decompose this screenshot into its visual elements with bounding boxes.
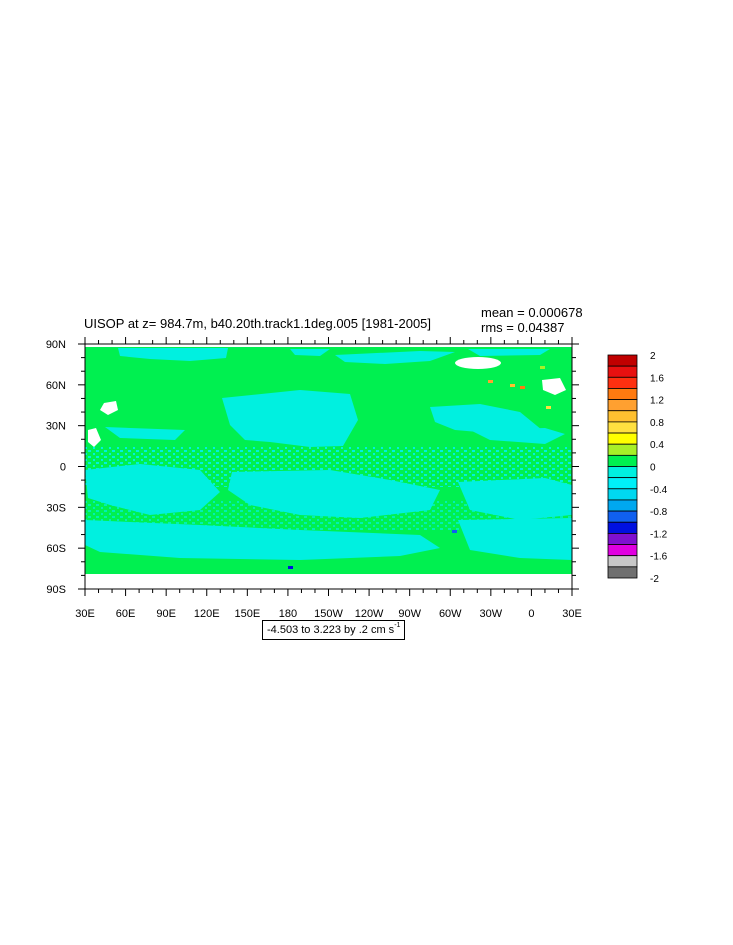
y-tick-label: 0 <box>60 462 66 474</box>
x-tick-label: 180 <box>279 608 297 620</box>
colorbar-swatch <box>607 421 638 434</box>
colorbar-swatch <box>607 354 638 367</box>
colorbar-swatch <box>607 466 638 479</box>
negative-region-0 <box>118 348 228 361</box>
colorbar-swatch <box>607 510 638 523</box>
colorbar-swatch <box>607 488 638 501</box>
colorbar-label: 1.2 <box>650 396 664 407</box>
colorbar-swatch <box>607 555 638 568</box>
colorbar: 2 1.6 1.2 0.8 0.4 0 -0.4 -0.8 -1.2 -1.6 -2 <box>607 351 668 585</box>
colorbar-swatch <box>607 376 638 389</box>
negative-region-6 <box>105 427 185 440</box>
colorbar-swatch <box>607 566 638 579</box>
colorbar-swatch <box>607 443 638 456</box>
colorbar-swatch <box>607 410 638 423</box>
map-field <box>85 344 572 589</box>
colorbar-label: 1.6 <box>650 373 664 384</box>
speckle-band-south <box>85 500 572 530</box>
x-tick-label: 30E <box>562 608 582 620</box>
colorbar-label: -2 <box>650 574 659 585</box>
x-tick-label: 120W <box>355 608 384 620</box>
colorbar-label: -1.2 <box>650 529 668 540</box>
colorbar-swatch <box>607 499 638 512</box>
extreme-spot-5 <box>452 530 457 533</box>
mean-stat: mean = 0.000678 <box>481 305 583 320</box>
colorbar-swatch <box>607 388 638 401</box>
contour-range-text: -4.503 to 3.223 by .2 cm s <box>267 624 395 636</box>
mask-patch-west-2 <box>88 428 101 447</box>
extreme-spot-4 <box>546 406 551 409</box>
x-tick-label: 60W <box>439 608 462 620</box>
axis-ticks: 30E 60E 90E 120E 150E 180 150W 120W 90W 60W 30W 0 30… <box>46 337 582 620</box>
colorbar-label: 0 <box>650 463 656 474</box>
colorbar-swatch <box>607 432 638 445</box>
x-tick-label: 150W <box>314 608 343 620</box>
mask-patch-east <box>542 378 566 395</box>
colorbar-swatch <box>607 533 638 545</box>
y-tick-label: 30N <box>46 421 66 433</box>
extreme-spot-0 <box>488 380 493 383</box>
rms-stat: rms = 0.04387 <box>481 320 565 335</box>
colorbar-label: -0.4 <box>650 485 668 496</box>
unit-exponent: -1 <box>394 622 401 629</box>
plot-title: UISOP at z= 984.7m, b40.20th.track1.1deg… <box>84 316 432 331</box>
speckle-band <box>85 447 572 487</box>
x-tick-label: 90W <box>398 608 421 620</box>
colorbar-swatch <box>607 399 638 412</box>
y-tick-label: 60N <box>46 380 66 392</box>
colorbar-swatch <box>607 544 638 557</box>
colorbar-swatch <box>607 454 638 467</box>
x-tick-label: 30E <box>75 608 95 620</box>
colorbar-swatch <box>607 365 638 378</box>
mask-patch-west <box>100 401 118 415</box>
y-tick-label: 30S <box>46 502 66 514</box>
y-tick-label: 90S <box>46 584 66 596</box>
contour-range-label: -4.503 to 3.223 by .2 cm s-1 <box>262 620 406 640</box>
negative-region-7 <box>470 428 565 444</box>
colorbar-label: 0.8 <box>650 418 664 429</box>
colorbar-label: 2 <box>650 351 656 362</box>
extreme-spot-6 <box>288 566 293 569</box>
x-tick-label: 120E <box>194 608 220 620</box>
y-tick-label: 90N <box>46 339 66 351</box>
x-tick-label: 30W <box>480 608 503 620</box>
extreme-spot-2 <box>520 386 525 389</box>
negative-region-4 <box>222 390 358 447</box>
colorbar-label: 0.4 <box>650 440 664 451</box>
x-tick-label: 0 <box>528 608 534 620</box>
colorbar-label: -1.6 <box>650 552 668 563</box>
mask-patch-north <box>455 357 501 369</box>
colorbar-swatch <box>607 477 638 490</box>
extreme-spot-1 <box>510 384 515 387</box>
x-tick-label: 60E <box>116 608 136 620</box>
x-tick-label: 90E <box>156 608 176 620</box>
negative-region-2 <box>335 351 455 364</box>
negative-region-3 <box>468 349 550 356</box>
x-tick-label: 150E <box>234 608 260 620</box>
negative-region-1 <box>290 349 330 356</box>
extreme-spot-3 <box>540 366 545 369</box>
y-tick-label: 60S <box>46 543 66 555</box>
colorbar-label: -0.8 <box>650 507 668 518</box>
colorbar-swatch <box>607 521 638 534</box>
